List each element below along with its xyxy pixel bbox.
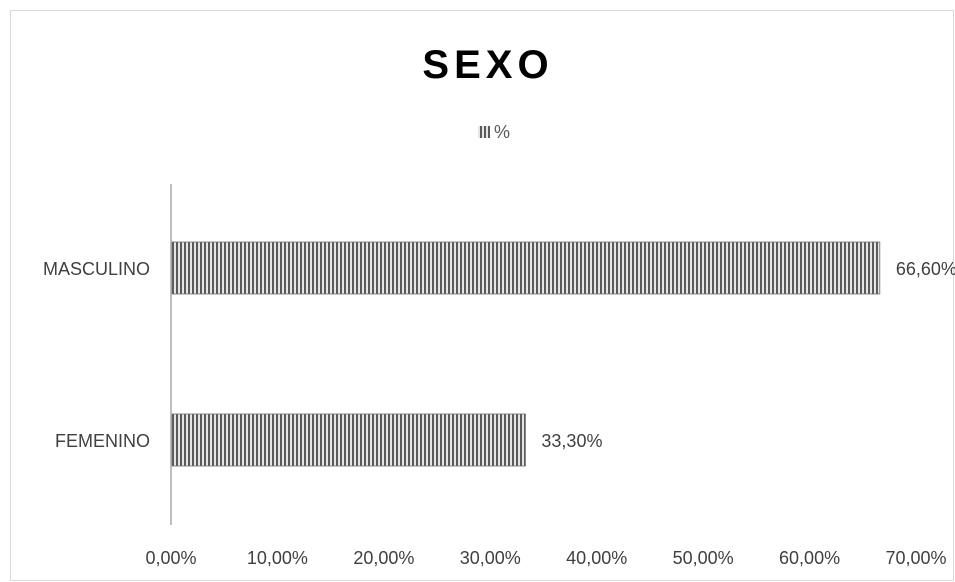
category-label-masculino: MASCULINO [43,259,150,279]
x-tick-label: 30,00% [460,548,521,568]
chart-title: SEXO [422,43,553,87]
bar-femenino [171,413,526,467]
legend-swatch [478,126,490,138]
x-tick-label: 40,00% [566,548,627,568]
category-label-femenino: FEMENINO [55,431,150,451]
category-labels: MASCULINO FEMENINO [43,259,150,451]
x-axis-ticks: 0,00% 10,00% 20,00% 30,00% 40,00% 50,00% 60,00… [145,548,946,568]
x-tick-label: 60,00% [779,548,840,568]
bars-layer [171,241,881,467]
x-tick-label: 20,00% [353,548,414,568]
data-label-masculino: 66,60% [896,259,955,279]
x-tick-label: 0,00% [145,548,196,568]
x-tick-label: 10,00% [247,548,308,568]
legend-label: % [494,122,510,142]
x-tick-label: 70,00% [885,548,946,568]
legend: % [478,122,510,142]
chart-frame [10,10,954,581]
data-labels: 66,60% 33,30% [541,259,955,451]
x-tick-label: 50,00% [673,548,734,568]
bar-masculino [171,241,881,295]
data-label-femenino: 33,30% [541,431,602,451]
